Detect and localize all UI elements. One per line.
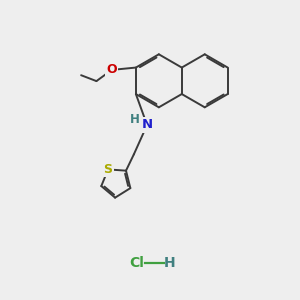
Text: H: H [163, 256, 175, 270]
Text: N: N [142, 118, 153, 131]
Text: O: O [106, 63, 117, 76]
Text: S: S [103, 163, 112, 176]
Text: H: H [130, 113, 140, 126]
Text: Cl: Cl [129, 256, 144, 270]
